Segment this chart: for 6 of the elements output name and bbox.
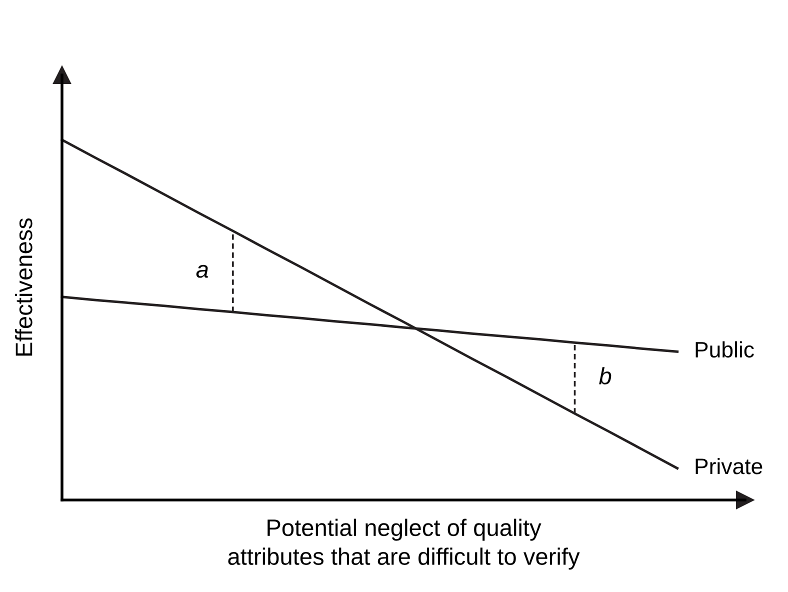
series-label: Public <box>696 341 754 358</box>
annotation: a <box>196 264 208 278</box>
annotation: b <box>599 367 612 384</box>
series-label: Private <box>696 458 762 474</box>
y-axis-title: Effectiveness <box>14 218 32 356</box>
x-axis-title: Potential neglect of quality attributes that are difficult to verify <box>228 518 580 570</box>
